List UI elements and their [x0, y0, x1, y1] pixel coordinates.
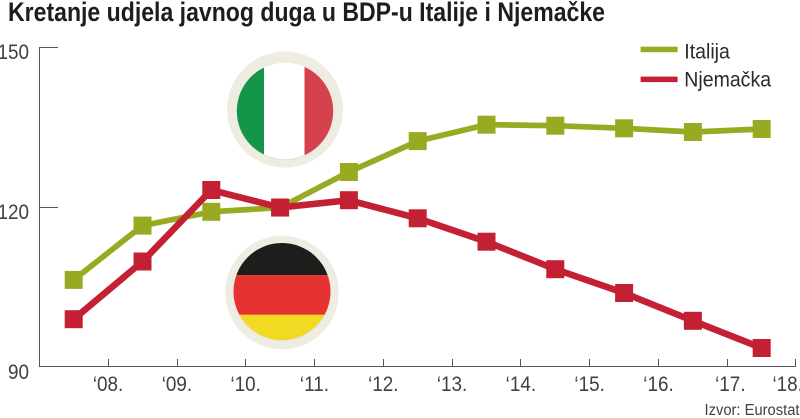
svg-text:Italija: Italija: [684, 41, 730, 64]
svg-text:90: 90: [8, 361, 29, 384]
svg-text:‘14.: ‘14.: [506, 373, 536, 396]
svg-text:‘17.: ‘17.: [715, 373, 745, 396]
svg-text:Izvor: Eurostat: Izvor: Eurostat: [705, 402, 800, 418]
svg-text:‘13.: ‘13.: [437, 373, 467, 396]
svg-text:‘10.: ‘10.: [230, 373, 260, 396]
svg-text:‘11.: ‘11.: [300, 373, 329, 396]
svg-text:Kretanje udjela javnog duga u: Kretanje udjela javnog duga u BDP-u Ital…: [8, 0, 605, 27]
svg-text:‘18.: ‘18.: [772, 373, 800, 396]
svg-text:‘12.: ‘12.: [368, 373, 398, 396]
svg-text:Njemačka: Njemačka: [684, 69, 771, 92]
svg-text:150: 150: [0, 41, 29, 64]
svg-text:‘16.: ‘16.: [643, 373, 673, 396]
svg-text:120: 120: [0, 201, 29, 224]
svg-text:‘15.: ‘15.: [574, 373, 604, 396]
svg-text:‘09.: ‘09.: [162, 373, 192, 396]
svg-text:‘08.: ‘08.: [93, 373, 123, 396]
